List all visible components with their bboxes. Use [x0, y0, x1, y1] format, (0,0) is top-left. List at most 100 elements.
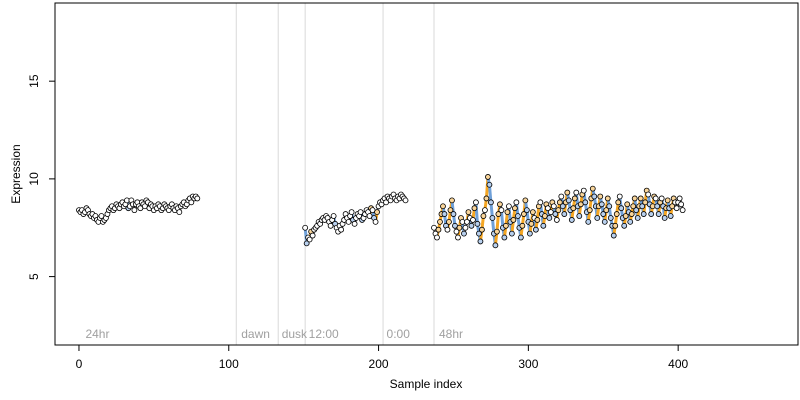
- annotation-label: 48hr: [439, 327, 463, 341]
- data-point: [580, 187, 587, 194]
- data-point: [435, 226, 442, 233]
- data-point: [555, 207, 562, 214]
- vertical-reference-lines: [235, 3, 435, 345]
- y-tick-label: 5: [27, 273, 41, 280]
- data-point: [470, 217, 476, 223]
- data-point: [497, 201, 503, 208]
- data-point: [544, 205, 551, 212]
- data-point: [558, 193, 565, 200]
- data-point: [176, 209, 183, 216]
- data-point: [517, 234, 524, 241]
- data-point: [504, 209, 511, 216]
- data-point: [559, 203, 566, 210]
- data-point: [582, 199, 589, 206]
- data-point: [302, 224, 309, 231]
- data-point: [131, 207, 138, 214]
- data-point: [444, 226, 451, 233]
- data-point: [667, 213, 674, 219]
- annotation-label: dawn: [241, 327, 270, 341]
- x-axis-title: Sample index: [390, 377, 463, 391]
- data-point: [573, 189, 580, 196]
- data-point: [303, 240, 310, 247]
- data-point: [476, 230, 482, 237]
- data-point: [654, 203, 661, 210]
- data-point: [640, 211, 647, 217]
- data-point: [553, 217, 560, 223]
- data-point: [471, 205, 478, 212]
- data-point: [520, 211, 527, 217]
- data-point: [601, 218, 608, 225]
- data-point: [655, 211, 662, 217]
- data-point: [556, 199, 563, 206]
- data-point: [658, 195, 665, 202]
- data-point: [600, 211, 607, 217]
- data-point: [447, 207, 454, 214]
- data-point: [586, 207, 593, 214]
- data-point: [622, 213, 629, 219]
- data-point: [483, 195, 490, 202]
- data-point: [661, 215, 668, 221]
- data-point: [652, 195, 659, 202]
- y-tick-label: 10: [27, 172, 41, 186]
- data-point: [678, 201, 685, 208]
- annotation-label: 24hr: [85, 327, 109, 341]
- x-tick-label: 100: [219, 357, 239, 371]
- data-point: [607, 215, 614, 221]
- data-points: [76, 174, 686, 249]
- data-point: [494, 228, 500, 235]
- series-segment: [474, 200, 479, 226]
- data-point: [374, 209, 380, 216]
- data-point: [594, 215, 601, 221]
- data-point: [522, 197, 529, 204]
- data-point: [597, 193, 604, 200]
- data-point: [477, 238, 484, 245]
- data-point: [348, 209, 355, 216]
- data-point: [440, 203, 446, 210]
- data-point: [449, 197, 455, 204]
- data-point: [603, 207, 610, 214]
- data-point: [532, 226, 539, 233]
- data-point: [576, 213, 583, 219]
- data-point: [568, 217, 575, 223]
- data-point: [615, 199, 622, 206]
- data-point: [485, 174, 491, 180]
- x-tick-label: 400: [668, 357, 688, 371]
- data-point: [437, 218, 443, 225]
- data-point: [523, 207, 530, 214]
- data-point: [637, 195, 644, 202]
- series-segment: [487, 183, 493, 204]
- data-point: [591, 193, 598, 200]
- data-point: [194, 195, 201, 202]
- data-point: [488, 199, 494, 206]
- data-point: [456, 224, 463, 231]
- data-point: [633, 207, 640, 214]
- data-point: [621, 222, 628, 229]
- data-point: [473, 199, 479, 206]
- data-point: [612, 222, 619, 229]
- y-axis: 5 10 15: [27, 74, 56, 280]
- x-tick-label: 300: [518, 357, 538, 371]
- data-point: [188, 199, 195, 206]
- data-point: [514, 213, 521, 219]
- data-point: [486, 181, 493, 188]
- annotation-label: 0:00: [387, 327, 411, 341]
- plot-frame: [54, 2, 799, 346]
- data-point: [528, 220, 535, 227]
- data-point: [450, 211, 457, 217]
- data-point: [519, 222, 526, 229]
- data-point: [585, 218, 592, 225]
- annotation-label: 12:00: [309, 327, 339, 341]
- data-point: [552, 211, 559, 217]
- annotation-labels: 24hr dawn dusk 12:00 0:00 48hr: [85, 327, 463, 341]
- data-point: [604, 195, 611, 202]
- data-point: [624, 201, 631, 208]
- data-point: [453, 228, 460, 235]
- data-point: [676, 195, 683, 202]
- data-point: [565, 197, 572, 204]
- data-point: [338, 226, 345, 233]
- data-point: [664, 197, 671, 204]
- data-point: [455, 234, 461, 241]
- data-point: [639, 203, 646, 210]
- data-point: [513, 199, 520, 206]
- data-point: [434, 234, 440, 241]
